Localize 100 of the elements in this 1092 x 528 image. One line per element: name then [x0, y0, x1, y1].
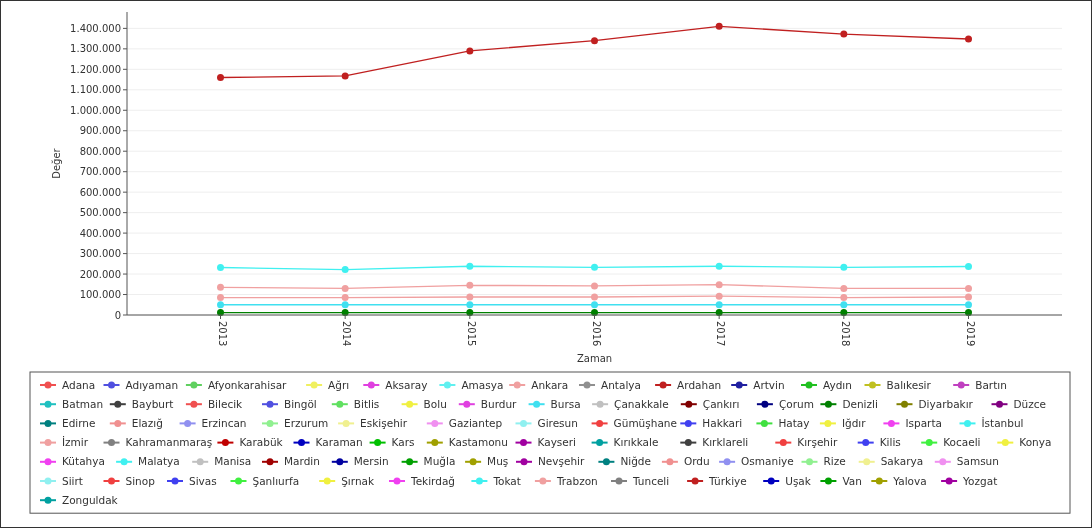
- legend-label: Karaman: [315, 436, 363, 449]
- legend-label: Giresun: [537, 417, 578, 430]
- legend-label: Düzce: [1013, 397, 1046, 410]
- point: [715, 281, 723, 289]
- legend-label: Bilecik: [207, 397, 244, 410]
- point: [466, 47, 474, 55]
- legend-label: Bingöl: [284, 397, 317, 410]
- x-tick-label: 2014: [341, 321, 353, 347]
- point: [466, 262, 474, 270]
- legend-label: Ağrı: [328, 378, 350, 391]
- legend-label: Zonguldak: [62, 493, 119, 506]
- x-tick-label: 2015: [465, 321, 477, 347]
- legend-label: Aydın: [823, 378, 852, 391]
- point: [591, 282, 598, 290]
- point: [341, 294, 349, 302]
- point: [217, 283, 224, 291]
- point: [217, 294, 224, 302]
- legend-label: Erzurum: [284, 417, 329, 430]
- legend-label: Ankara: [531, 378, 569, 391]
- legend-label: Kastamonu: [448, 436, 508, 449]
- y-axis-title: Değer: [51, 147, 62, 179]
- legend-label: Sakarya: [880, 455, 924, 468]
- legend-label: Ardahan: [677, 378, 722, 391]
- legend-label: Manisa: [214, 455, 252, 468]
- legend-label: Denizli: [842, 397, 878, 410]
- legend-label: Tunceli: [632, 474, 670, 487]
- legend-label: Uşak: [785, 474, 812, 487]
- legend-label: Hakkari: [702, 417, 743, 430]
- legend-label: Trabzon: [555, 474, 598, 487]
- y-tick-label: 800.000: [79, 145, 121, 157]
- point: [217, 301, 224, 309]
- legend-label: Iğdır: [841, 417, 867, 430]
- legend-label: Muş: [487, 455, 509, 468]
- x-tick-label: 2019: [964, 321, 976, 347]
- legend-label: Rize: [823, 455, 846, 468]
- point: [591, 293, 598, 301]
- legend-label: Kocaeli: [943, 436, 981, 449]
- point: [466, 301, 474, 309]
- legend-label: Çorum: [778, 397, 814, 410]
- legend-label: Kilis: [879, 436, 901, 449]
- y-tick-label: 400.000: [79, 227, 121, 239]
- legend-label: Tekirdağ: [410, 474, 455, 487]
- legend-label: Adana: [62, 378, 96, 391]
- y-tick-label: 200.000: [79, 268, 121, 280]
- legend-label: Bartın: [975, 378, 1007, 391]
- point: [466, 293, 474, 301]
- legend-label: Adıyaman: [125, 378, 179, 391]
- point: [715, 262, 723, 270]
- point: [341, 72, 349, 80]
- legend-label: Kars: [391, 436, 415, 449]
- legend-label: Kırklareli: [702, 436, 749, 449]
- legend-label: Diyarbakır: [918, 397, 974, 410]
- y-tick-label: 100.000: [79, 289, 121, 301]
- legend-label: İstanbul: [981, 417, 1024, 430]
- point: [591, 301, 598, 309]
- point: [715, 292, 723, 300]
- point: [840, 30, 848, 38]
- legend-label: Van: [842, 474, 862, 487]
- point: [965, 35, 972, 43]
- x-tick-label: 2017: [715, 321, 727, 347]
- legend-label: Çanakkale: [614, 397, 669, 410]
- legend-label: Afyonkarahisar: [207, 378, 288, 391]
- point: [965, 262, 972, 270]
- legend-label: Kahramanmaraş: [125, 436, 213, 449]
- point: [591, 37, 598, 45]
- point: [965, 293, 972, 301]
- legend-label: Çankırı: [702, 397, 740, 410]
- point: [217, 264, 224, 271]
- y-tick-label: 900.000: [79, 125, 121, 137]
- legend-label: Yozgat: [962, 474, 998, 487]
- legend-label: Mersin: [353, 455, 389, 468]
- legend-label: Nevşehir: [538, 455, 586, 468]
- legend-label: İzmir: [62, 436, 89, 449]
- legend-label: Konya: [1019, 436, 1052, 449]
- legend-label: Bolu: [423, 397, 447, 410]
- legend-label: Sivas: [189, 474, 217, 487]
- point: [341, 284, 349, 292]
- point: [591, 263, 598, 271]
- legend-label: Aksaray: [385, 378, 428, 391]
- legend-label: Ordu: [683, 455, 710, 468]
- legend-label: Bitlis: [353, 397, 380, 410]
- legend-label: Siirt: [62, 474, 83, 487]
- y-tick-label: 1.300.000: [70, 43, 121, 55]
- legend-label: Sinop: [125, 474, 156, 487]
- legend-label: Bursa: [550, 397, 581, 410]
- legend-label: Edirne: [62, 417, 96, 430]
- legend-label: Kütahya: [62, 455, 105, 468]
- legend-label: Batman: [62, 397, 104, 410]
- legend-label: Gümüşhane: [613, 417, 677, 430]
- y-tick-label: 600.000: [79, 186, 121, 198]
- legend-label: Samsun: [956, 455, 999, 468]
- legend-label: Amasya: [461, 378, 504, 391]
- legend-label: Osmaniye: [741, 455, 794, 468]
- legend-label: Şanlıurfa: [252, 474, 300, 487]
- x-tick-label: 2013: [216, 321, 228, 347]
- point: [466, 281, 474, 289]
- y-tick-label: 500.000: [79, 207, 121, 219]
- x-tick-label: 2018: [839, 321, 851, 347]
- legend-label: Şırnak: [341, 474, 375, 487]
- x-axis-title: Zaman: [576, 353, 613, 364]
